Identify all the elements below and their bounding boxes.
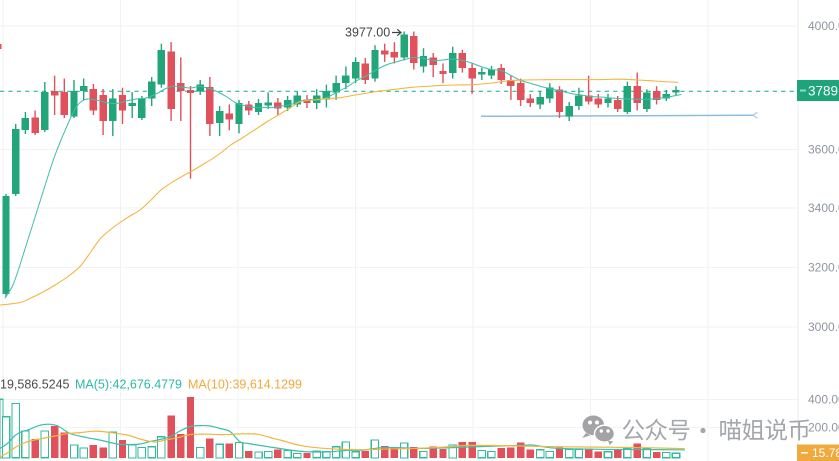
- svg-text:3000.0: 3000.0: [808, 320, 839, 334]
- svg-text:3789.5: 3789.5: [808, 84, 839, 99]
- svg-text:4000.0: 4000.0: [808, 19, 839, 33]
- svg-text:3400.0: 3400.0: [808, 201, 839, 215]
- svg-text:3200.0: 3200.0: [808, 261, 839, 275]
- svg-text:MA(10):39,614.1299: MA(10):39,614.1299: [188, 378, 302, 392]
- svg-text:15.78: 15.78: [812, 446, 839, 460]
- svg-text:400.00: 400.00: [808, 393, 839, 407]
- svg-text:MA(5):42,676.4779: MA(5):42,676.4779: [75, 378, 182, 392]
- svg-text:3977.00: 3977.00: [345, 26, 390, 40]
- svg-text:200.00: 200.00: [808, 421, 839, 435]
- svg-text:19,586.5245: 19,586.5245: [0, 378, 70, 392]
- svg-text:3600.0: 3600.0: [808, 143, 839, 157]
